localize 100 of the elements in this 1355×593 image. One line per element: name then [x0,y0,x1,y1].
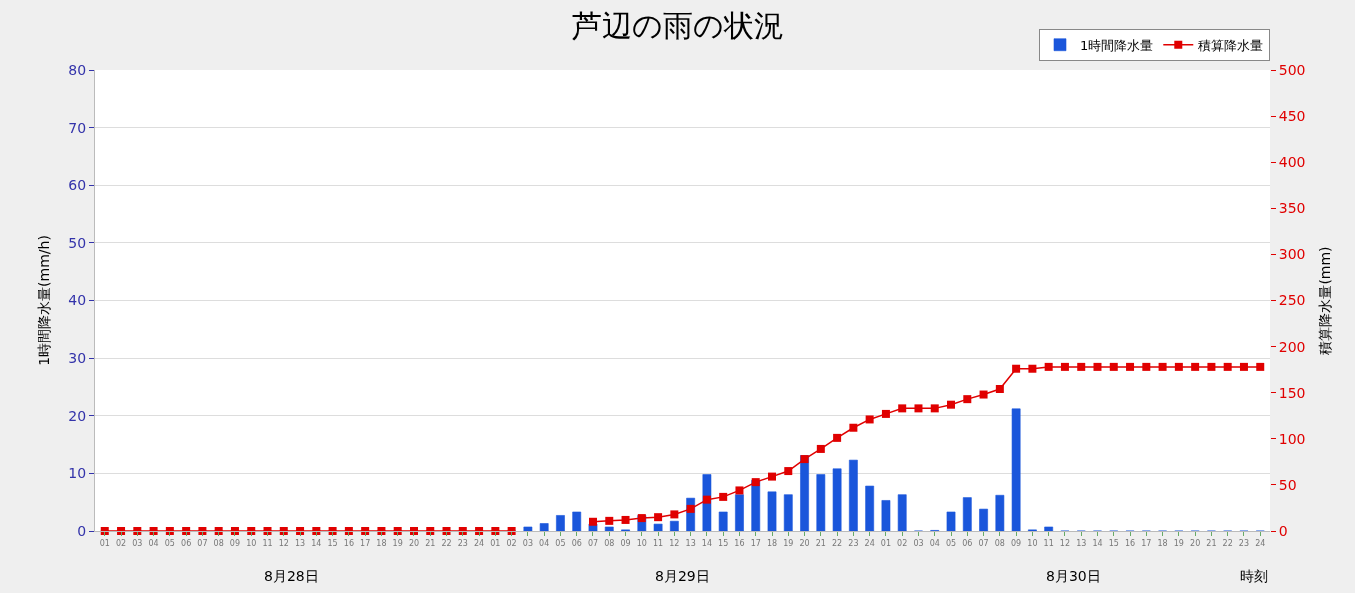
x-tick-label: 12 [669,538,680,548]
x-tick-label: 13 [685,538,696,548]
x-tick-label: 05 [945,538,957,548]
x-tick-label: 20 [1190,538,1201,548]
y-tick-label: 10 [68,465,87,482]
x-tick-label: 19 [783,538,794,548]
x-tick-label: 08 [604,538,615,548]
x-tick-label: 19 [1173,538,1184,548]
x-tick-label: 07 [978,538,989,548]
y2-tick-label: 400 [1278,154,1306,171]
y-tick-label: 60 [68,177,87,194]
y-tick-label: 80 [68,61,87,78]
x-tick-label: 22 [441,538,452,548]
x-tick-label: 01 [880,538,892,548]
legend-label: 1時間降水量 [1080,37,1154,53]
x-tick-label: 17 [750,538,761,548]
x-axis-title: 時刻 [1240,568,1268,584]
x-tick-label: 08 [994,538,1005,548]
x-tick-label: 09 [1011,538,1022,548]
x-tick-label: 02 [506,538,517,548]
x-tick-label: 13 [294,538,306,548]
y2-tick-label: 250 [1278,292,1306,309]
x-tick-label: 10 [1027,538,1038,548]
x-tick-label: 12 [278,538,289,548]
x-tick-label: 20 [408,538,420,548]
x-tick-label: 15 [1108,538,1119,548]
x-tick-label: 15 [327,538,338,548]
x-tick-label: 03 [132,538,143,548]
x-tick-label: 14 [701,538,712,548]
x-tick-label: 18 [376,538,387,548]
x-tick-label: 06 [962,538,973,548]
x-tick-label: 21 [425,538,436,548]
x-tick-label: 08 [213,538,224,548]
x-tick-label: 16 [734,538,745,548]
y2-tick-label: 100 [1278,430,1306,447]
legend-label: 積算降水量 [1198,37,1264,53]
x-tick-label: 01 [490,538,501,548]
x-tick-label: 19 [392,538,403,548]
x-tick-label: 07 [587,538,599,548]
x-tick-label: 07 [197,538,208,548]
x-tick-label: 03 [913,538,924,548]
x-tick-label: 23 [1238,538,1250,548]
x-tick-label: 11 [653,538,664,548]
y2-tick-label: 450 [1278,108,1306,124]
x-tick-label: 09 [229,538,241,548]
y-tick-label: 0 [77,522,87,539]
text: 8月30日 [1046,568,1101,584]
x-tick-label: 11 [1043,538,1054,548]
x-tick-label: 17 [360,538,371,548]
x-tick-label: 06 [571,538,582,548]
x-tick-label: 18 [766,538,778,548]
x-tick-label: 24 [1255,538,1266,548]
y-tick-label: 50 [68,234,87,251]
y-tick-label: 30 [68,350,87,367]
x-tick-label: 24 [864,538,875,548]
x-tick-label: 04 [929,538,940,548]
x-tick-label: 11 [262,538,273,548]
x-tick-label: 21 [815,538,826,548]
y2-tick-label: 350 [1278,200,1306,217]
y2-tick-label: 200 [1278,338,1306,355]
y-tick-label: 40 [68,292,87,309]
y2-tick-label: 150 [1278,384,1306,401]
x-tick-label: 14 [311,538,322,548]
x-tick-label: 02 [115,538,127,548]
x-tick-label: 04 [539,538,550,548]
x-tick-label: 23 [457,538,468,548]
x-tick-label: 20 [799,538,810,548]
x-tick-label: 13 [1076,538,1087,548]
y2-tick-label: 0 [1278,522,1288,539]
chart-title: 芦辺の雨の状況 [571,7,784,43]
text: 8月29日 [655,568,710,584]
x-tick-label: 22 [1222,538,1233,548]
x-tick-label: 18 [1157,538,1168,548]
x-tick-label: 05 [555,538,566,548]
x-tick-label: 16 [1124,538,1136,548]
x-tick-label: 17 [1141,538,1152,548]
x-tick-label: 03 [522,538,533,548]
x-tick-label: 16 [343,538,354,548]
y-tick-label: 20 [68,407,87,424]
x-tick-label: 15 [718,538,729,548]
y2-tick-label: 300 [1278,246,1306,263]
x-tick-label: 01 [99,538,110,548]
y-axis-title: 1時間降水量(mm/h) [35,235,52,366]
x-tick-label: 22 [832,538,843,548]
x-tick-label: 06 [181,538,192,548]
x-tick-label: 24 [473,538,485,548]
x-tick-label: 21 [1206,538,1217,548]
x-tick-label: 04 [148,538,159,548]
text: 8月28日 [264,568,319,584]
y-tick-label: 70 [68,119,87,136]
x-tick-label: 05 [164,538,175,548]
x-tick-label: 02 [897,538,908,548]
y2-axis-title: 積算降水量(mm) [1316,246,1333,355]
y2-tick-label: 50 [1278,476,1297,493]
x-tick-label: 23 [848,538,859,548]
x-tick-label: 09 [620,538,631,548]
x-tick-label: 10 [246,538,257,548]
x-tick-label: 12 [1059,538,1071,548]
x-tick-label: 10 [636,538,647,548]
x-tick-label: 14 [1092,538,1103,548]
